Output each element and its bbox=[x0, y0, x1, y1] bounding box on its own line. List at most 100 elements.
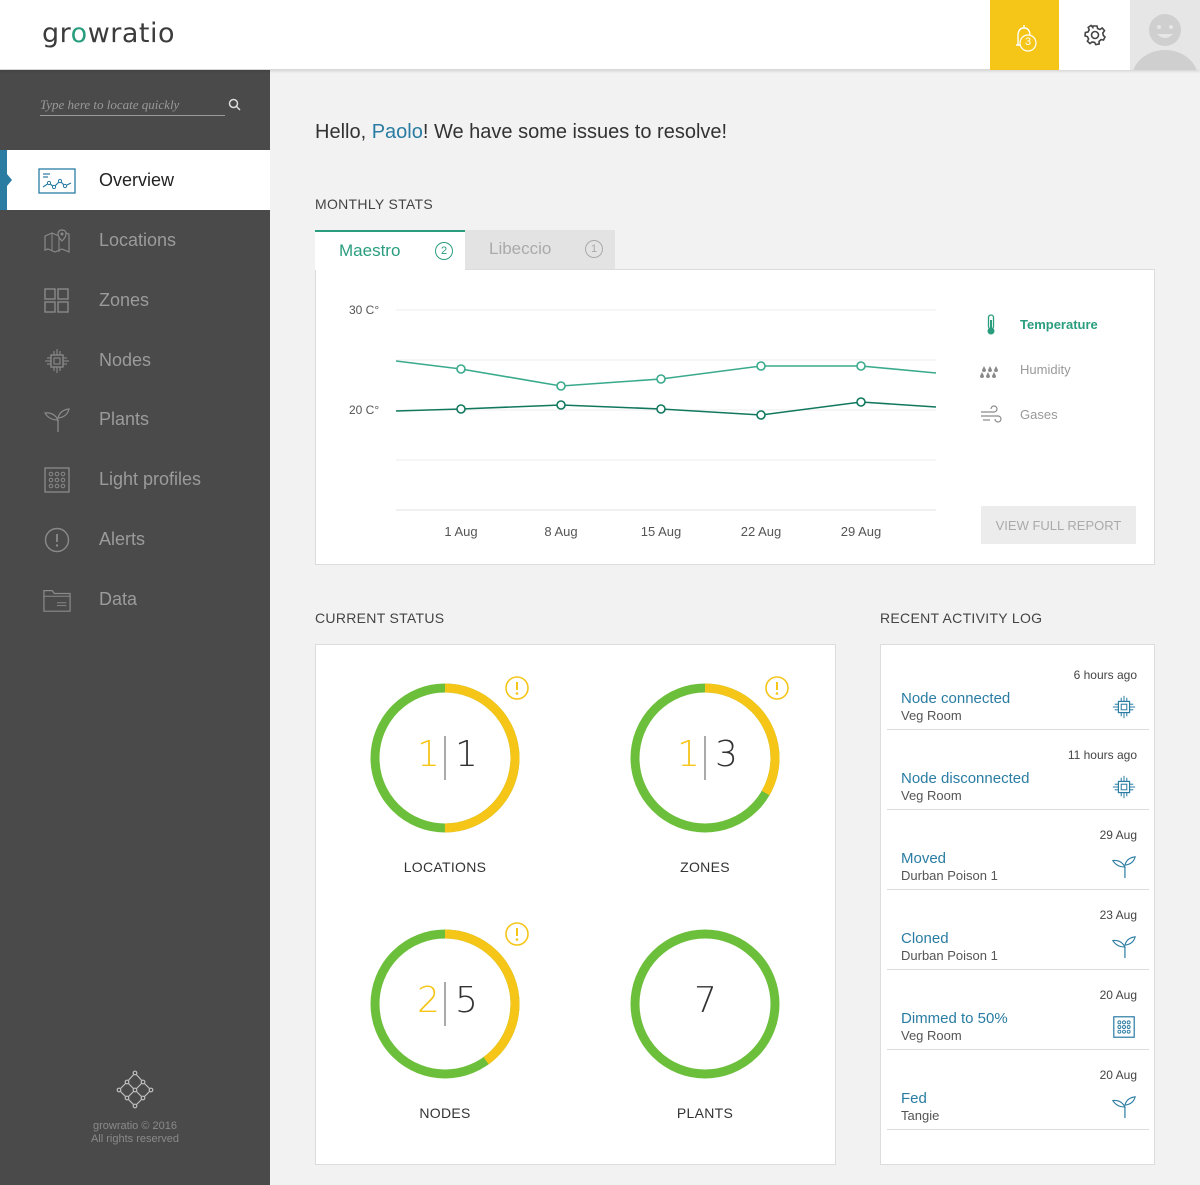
activity-subtitle: Veg Room bbox=[901, 788, 962, 803]
sidebar-item-plants[interactable]: Plants bbox=[0, 389, 270, 449]
copyright-text: growratio © 2016 bbox=[93, 1120, 177, 1132]
legend-gases[interactable]: Gases bbox=[1020, 407, 1058, 422]
top-header: growratio 3 bbox=[0, 0, 1200, 70]
logo[interactable]: growratio bbox=[42, 18, 176, 49]
map-pin-icon bbox=[44, 229, 70, 253]
chip-icon bbox=[1112, 695, 1136, 719]
warning-icon-dot bbox=[515, 938, 519, 941]
status-ring-issue-arc bbox=[630, 683, 780, 833]
notification-count-badge: 3 bbox=[1025, 36, 1032, 48]
data-point[interactable] bbox=[756, 361, 766, 371]
tab-count-badge: 1 bbox=[585, 240, 603, 258]
gear-icon bbox=[1084, 24, 1106, 46]
sidebar-item-light-profiles[interactable]: Light profiles bbox=[0, 449, 270, 509]
search-icon[interactable] bbox=[228, 98, 242, 112]
tab-label: Libeccio bbox=[489, 239, 552, 258]
monthly-stats-chart: 30 C° 20 C° 1 Aug 8 Aug 15 Aug 22 Aug 29 Aug bbox=[349, 303, 937, 539]
sidebar-item-label: Nodes bbox=[99, 349, 152, 370]
legend-humidity[interactable]: Humidity bbox=[1020, 362, 1071, 377]
total-count: 5 bbox=[455, 980, 478, 1021]
activity-item[interactable]: 6 hours ago Node connected Veg Room bbox=[887, 650, 1149, 730]
light-grid-icon bbox=[44, 467, 70, 493]
activity-time: 20 Aug bbox=[1099, 988, 1137, 1002]
activity-title[interactable]: Node connected bbox=[901, 690, 1011, 707]
view-full-report-button[interactable]: VIEW FULL REPORT bbox=[981, 506, 1136, 544]
activity-title[interactable]: Fed bbox=[901, 1090, 927, 1107]
sidebar-item-nodes[interactable]: Nodes bbox=[0, 330, 270, 390]
thermometer-icon bbox=[987, 314, 995, 335]
status-rings bbox=[370, 676, 789, 1079]
monthly-stats-panel: 30 C° 20 C° 1 Aug 8 Aug 15 Aug 22 Aug 29 Aug T… bbox=[315, 269, 1155, 565]
activity-log-title: RECENT ACTIVITY LOG bbox=[880, 610, 1043, 626]
user-avatar[interactable] bbox=[1130, 0, 1200, 70]
sidebar-item-label: Overview bbox=[99, 169, 175, 190]
light-grid-icon bbox=[1113, 1016, 1135, 1038]
bell-icon bbox=[1016, 25, 1037, 52]
status-ring bbox=[630, 929, 780, 1079]
sidebar-search bbox=[40, 96, 225, 116]
status-label: PLANTS bbox=[676, 1105, 734, 1121]
y-tick-label: 20 C° bbox=[349, 403, 379, 417]
tab-maestro[interactable]: Maestro 2 bbox=[315, 230, 465, 270]
sidebar-item-data[interactable]: Data bbox=[0, 569, 270, 629]
warning-icon-dot bbox=[515, 692, 519, 695]
settings-button[interactable] bbox=[1059, 0, 1130, 70]
x-tick-label: 22 Aug bbox=[741, 524, 782, 539]
activity-item[interactable]: 23 Aug Cloned Durban Poison 1 bbox=[887, 890, 1149, 970]
data-point[interactable] bbox=[656, 404, 666, 414]
activity-subtitle: Durban Poison 1 bbox=[901, 948, 998, 963]
x-tick-label: 8 Aug bbox=[544, 524, 577, 539]
data-point[interactable] bbox=[756, 410, 766, 420]
issue-count: 2 bbox=[417, 980, 440, 1021]
search-input[interactable] bbox=[40, 96, 210, 114]
tab-count-badge: 2 bbox=[435, 242, 453, 260]
activity-item[interactable]: 20 Aug Fed Tangie bbox=[887, 1050, 1149, 1130]
user-name-link[interactable]: Paolo bbox=[371, 121, 423, 143]
issue-count: 1 bbox=[677, 734, 700, 775]
sidebar-item-alerts[interactable]: Alerts bbox=[0, 509, 270, 569]
status-ring-issue-arc bbox=[370, 683, 520, 833]
activity-title[interactable]: Cloned bbox=[901, 930, 949, 947]
status-label: ZONES bbox=[680, 859, 730, 875]
data-point[interactable] bbox=[556, 381, 566, 391]
legend-temperature[interactable]: Temperature bbox=[1020, 317, 1098, 332]
activity-title[interactable]: Dimmed to 50% bbox=[901, 1010, 1008, 1027]
sidebar-item-locations[interactable]: Locations bbox=[0, 210, 270, 270]
activity-time: 11 hours ago bbox=[1067, 748, 1137, 762]
activity-subtitle: Tangie bbox=[901, 1108, 940, 1123]
sidebar-item-overview[interactable]: Overview bbox=[0, 150, 270, 210]
warning-icon-dot bbox=[775, 692, 779, 695]
sprout-icon bbox=[1111, 856, 1136, 879]
data-point[interactable] bbox=[856, 397, 866, 407]
sidebar: Overview Locations Zones bbox=[0, 70, 270, 1185]
issue-count: 1 bbox=[417, 734, 440, 775]
activity-item[interactable]: 29 Aug Moved Durban Poison 1 bbox=[887, 810, 1149, 890]
chip-icon bbox=[1112, 775, 1136, 799]
sprout-icon bbox=[1111, 1096, 1136, 1119]
avatar-icon bbox=[1133, 14, 1197, 70]
grid-icon bbox=[44, 288, 69, 313]
humidity-icon bbox=[980, 366, 998, 378]
sidebar-item-label: Light profiles bbox=[99, 468, 202, 489]
sidebar-item-label: Plants bbox=[99, 408, 150, 429]
activity-time: 6 hours ago bbox=[1073, 668, 1137, 682]
x-tick-label: 29 Aug bbox=[841, 524, 882, 539]
activity-subtitle: Veg Room bbox=[901, 708, 962, 723]
activity-title[interactable]: Node disconnected bbox=[901, 770, 1030, 787]
monthly-stats-title: MONTHLY STATS bbox=[315, 196, 433, 212]
activity-item[interactable]: 11 hours ago Node disconnected Veg Room bbox=[887, 730, 1149, 810]
notifications-button[interactable]: 3 bbox=[990, 0, 1059, 70]
data-point[interactable] bbox=[456, 404, 466, 414]
data-point[interactable] bbox=[456, 364, 466, 374]
tab-libeccio[interactable]: Libeccio 1 bbox=[465, 230, 615, 270]
sprout-icon bbox=[44, 408, 70, 432]
activity-log-panel: 6 hours ago Node connected Veg Room 11 hour… bbox=[880, 644, 1155, 1165]
activity-title[interactable]: Moved bbox=[901, 850, 947, 867]
tab-label: Maestro bbox=[339, 241, 401, 260]
data-point[interactable] bbox=[656, 374, 666, 384]
sidebar-item-zones[interactable]: Zones bbox=[0, 270, 270, 330]
data-point[interactable] bbox=[556, 400, 566, 410]
data-point[interactable] bbox=[856, 361, 866, 371]
activity-item[interactable]: 20 Aug Dimmed to 50% Veg Room bbox=[887, 970, 1149, 1050]
activity-subtitle: Veg Room bbox=[901, 1028, 962, 1043]
